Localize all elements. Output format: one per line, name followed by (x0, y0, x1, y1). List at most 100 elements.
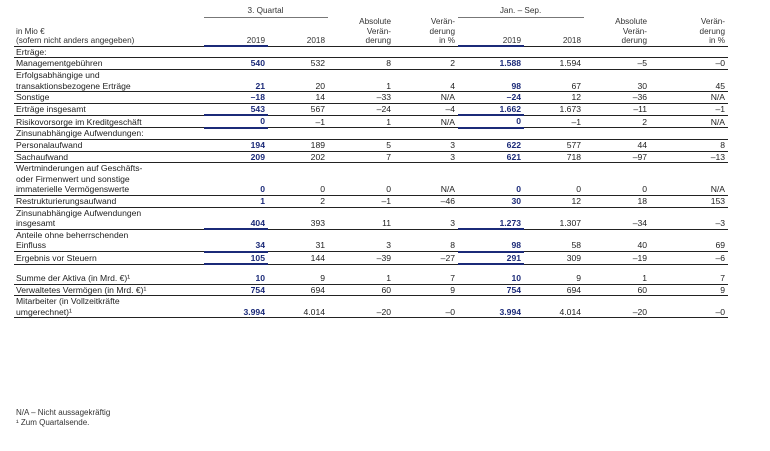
cell-value: –0 (650, 57, 729, 70)
cell-value: –3 (650, 207, 729, 230)
cell-value: –33 (328, 91, 395, 104)
cell-value: 7 (328, 151, 395, 164)
row-label-line: Sachaufwand (16, 151, 69, 162)
cell-value: 754 (204, 284, 268, 297)
cell-value: 9 (524, 273, 585, 285)
cell-value: –4 (394, 103, 459, 116)
table-row: Restrukturierungsaufwand 1 2 –1 –46 30 12 18 153 (14, 195, 729, 208)
unit-label-line2: (sofern nicht anders angegeben) (14, 35, 204, 47)
cell-value: –6 (650, 251, 729, 265)
table-body: Erträge: Managementgebühren 540 532 8 2 1.588 1… (14, 46, 729, 319)
cell-value: 1.588 (458, 57, 525, 70)
cell-value: 98 (458, 69, 525, 93)
cell-value: –39 (328, 251, 395, 265)
table-row: Verwaltetes Vermögen (in Mrd. €)¹ 754 694 6… (14, 284, 729, 297)
row-label: Risikovorsorge im Kreditgeschäft (14, 115, 204, 129)
abs-change-header-l1: Absolute (359, 17, 392, 27)
cell-value: 202 (268, 151, 329, 164)
cell-value: 3.994 (204, 295, 268, 319)
cell-value: –20 (328, 295, 395, 319)
section-row: Zinsunabhängige Aufwendungen: (14, 127, 729, 141)
cell-value: 291 (458, 251, 525, 266)
cell-value: 194 (204, 139, 268, 152)
row-label-line: Erträge insgesamt (16, 104, 86, 115)
cell-value: 0 (458, 115, 525, 129)
table-row: Anteile ohne beherrschenden Einfluss 34 31 3… (14, 229, 729, 253)
cell-value: 58 (524, 229, 585, 253)
cell-value: 1.273 (458, 207, 525, 231)
cell-value: 9 (394, 284, 459, 297)
unit-label-line1: in Mio € (16, 26, 45, 36)
cell-value: 4 (394, 69, 459, 93)
cell-value: 8 (394, 229, 459, 253)
cell-value: –24 (458, 91, 525, 104)
abs-change-header-l3: derung (328, 35, 395, 47)
cell-value: 404 (204, 207, 268, 231)
row-label-line: Anteile ohne beherrschenden (16, 229, 129, 240)
footnote-one: ¹ Zum Quartalsende. (16, 418, 90, 427)
cell-value: 0 (524, 162, 585, 197)
cell-value: N/A (394, 91, 459, 104)
row-label: Zinsunabhängige Aufwendungen: (14, 127, 204, 141)
cell-value: 8 (328, 57, 395, 70)
abs-change-header-l3-ytd: derung (584, 35, 651, 47)
financial-table: 3. Quartal Jan. – Sep. Absolute Verän- A… (14, 6, 729, 319)
table-row: Erfolgsabhängige und transaktionsbezogene… (14, 69, 729, 93)
row-label-line: Ergebnis vor Steuern (16, 253, 97, 263)
cell-value: 718 (524, 151, 585, 164)
header-row-1: Absolute Verän- Absolute Verän- (14, 17, 728, 26)
cell-value: 105 (204, 251, 268, 266)
cell-value: –0 (650, 295, 729, 319)
cell-value: –27 (394, 251, 459, 265)
row-label-line: Mitarbeiter (in Vollzeitkräfte (16, 296, 120, 307)
cell-value: 0 (204, 115, 268, 129)
row-label-line: umgerechnet)¹ (16, 306, 72, 317)
cell-value: 60 (584, 284, 651, 297)
cell-value: –13 (650, 151, 729, 164)
row-label: Erfolgsabhängige und transaktionsbezogene… (14, 69, 204, 93)
row-label-line: Erfolgsabhängige und (16, 70, 100, 80)
row-label: Sonstige (14, 91, 204, 104)
cell-value: 0 (204, 162, 268, 197)
cell-value: –0 (394, 295, 459, 319)
row-label: Anteile ohne beherrschenden Einfluss (14, 229, 204, 253)
row-label-line: Sonstige (16, 92, 50, 103)
cell-value: –5 (584, 57, 651, 70)
row-label: Wertminderungen auf Geschäfts-oder Firme… (14, 162, 204, 197)
cell-value: 0 (268, 162, 329, 197)
row-label-line: Wertminderungen auf Geschäfts- (16, 163, 143, 174)
row-label: Ergebnis vor Steuern (14, 251, 204, 265)
row-label-line: transaktionsbezogene Erträge (16, 80, 131, 91)
cell-value: 69 (650, 229, 729, 253)
cell-value: 10 (204, 273, 268, 285)
header-row-2: in Mio € Verän- derung Verän- derung (14, 27, 728, 36)
cell-value: N/A (650, 162, 729, 197)
cell-value: 2 (584, 115, 651, 129)
cell-value: 532 (268, 57, 329, 70)
cell-value: 7 (650, 273, 729, 285)
cell-value: 3 (328, 229, 395, 253)
row-label: Sachaufwand (14, 151, 204, 164)
pct-change-header-l1: Verän- (430, 17, 456, 27)
table-row: Mitarbeiter (in Vollzeitkräfte umgerechne… (14, 295, 729, 319)
pct-change-header-l2-ytd: derung (699, 26, 726, 36)
cell-value: 31 (268, 229, 329, 253)
cell-value: 1 (584, 273, 651, 285)
row-label: Erträge: (14, 46, 204, 59)
cell-value: 11 (328, 207, 395, 230)
row-label: Managementgebühren (14, 57, 204, 70)
row-label-line: Summe der Aktiva (in Mrd. €)¹ (16, 273, 131, 284)
cell-value: 3 (394, 207, 459, 230)
pct-change-header-l3-ytd: in % (650, 35, 729, 47)
section-row: Erträge: (14, 46, 729, 59)
group-ytd-label: Jan. – Sep. (458, 6, 585, 18)
row-label: Mitarbeiter (in Vollzeitkräfte umgerechne… (14, 295, 204, 319)
cell-value: 9 (650, 284, 729, 297)
cell-value: 1 (204, 195, 268, 208)
cell-value: 8 (650, 139, 729, 152)
cell-value: 567 (268, 103, 329, 116)
abs-change-header-l2: Verän- (366, 26, 392, 36)
cell-value: N/A (394, 115, 459, 129)
table-row: Erträge insgesamt 543 567 –24 –4 1.662 1.673 –1… (14, 103, 729, 117)
cell-value: 1 (328, 115, 395, 129)
